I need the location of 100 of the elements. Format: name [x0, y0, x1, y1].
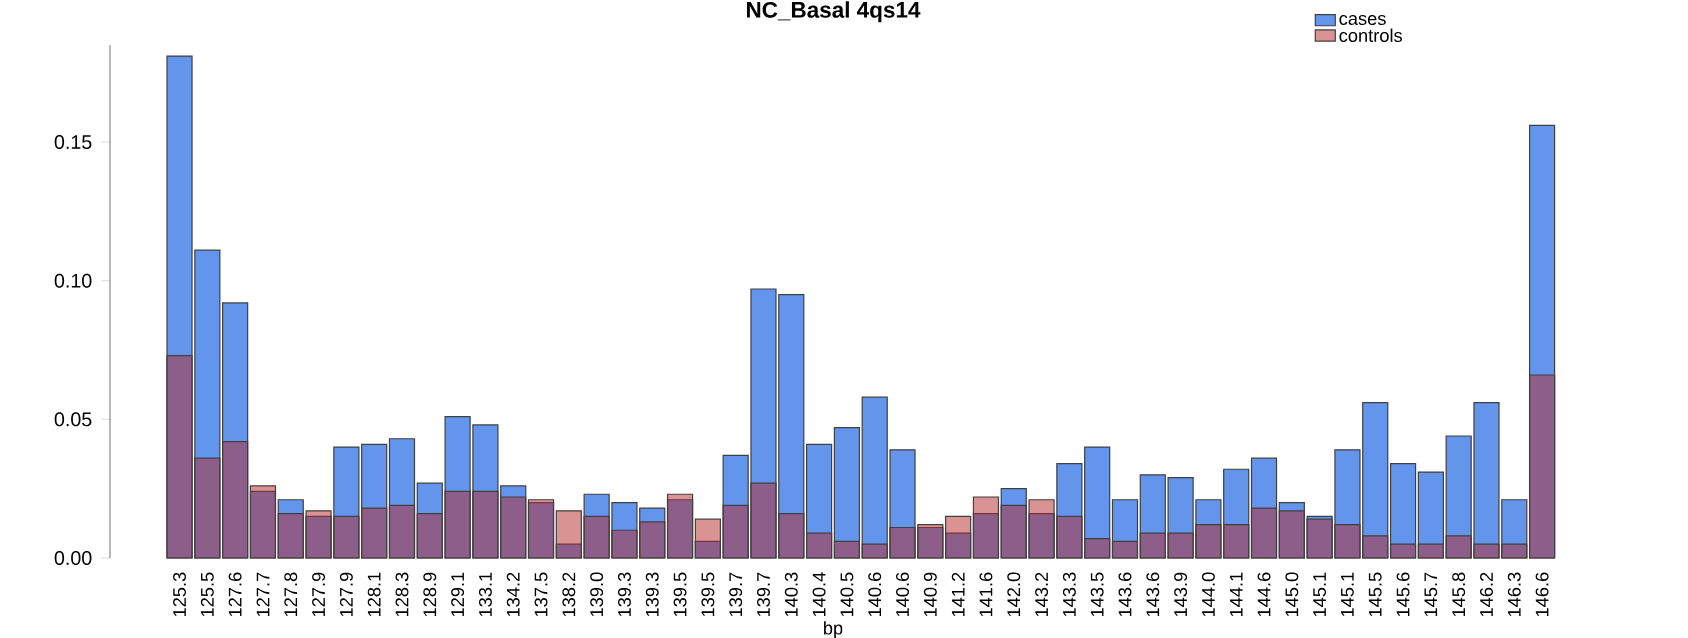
x-tick-label: 143.6 — [1118, 572, 1132, 617]
bar — [972, 513, 1000, 559]
x-tick-label: 134.2 — [506, 572, 520, 617]
x-tick-label: 138.2 — [562, 572, 576, 617]
bar — [611, 529, 638, 559]
bar — [805, 532, 833, 559]
legend-label: controls — [1339, 28, 1403, 42]
x-tick-label: 139.7 — [757, 572, 770, 617]
bar — [333, 515, 360, 559]
bar — [166, 354, 193, 559]
x-tick-label: 125.5 — [200, 572, 214, 617]
x-tick-label: 140.4 — [812, 572, 826, 617]
x-tick-label: 129.1 — [451, 572, 465, 617]
x-tick-label: 145.5 — [1368, 572, 1382, 617]
x-tick-label: 146.2 — [1480, 572, 1493, 617]
bar — [388, 504, 416, 559]
x-tick-label: 143.2 — [1035, 572, 1049, 617]
bar — [1111, 499, 1139, 559]
bar — [1501, 543, 1528, 559]
legend-label: cases — [1339, 14, 1386, 25]
bar — [694, 518, 721, 559]
x-tick-label: 143.6 — [1146, 572, 1160, 617]
x-tick-label: 145.8 — [1452, 572, 1466, 617]
bar — [1111, 540, 1139, 559]
bar — [361, 507, 388, 559]
bar — [945, 532, 972, 559]
x-tick-label: 144.1 — [1229, 572, 1243, 617]
chart-title: NC_Basal 4qs14 — [746, 1, 921, 23]
bar — [388, 438, 416, 559]
bar — [972, 496, 1000, 559]
x-tick-label: 128.3 — [395, 572, 409, 617]
x-tick-label: 140.6 — [896, 572, 909, 617]
y-tick-label: 0.15 — [54, 135, 92, 150]
bar — [472, 490, 499, 559]
x-tick-label: 144.6 — [1257, 572, 1271, 617]
x-tick-label: 139.0 — [590, 572, 604, 617]
x-tick-label: 139.3 — [645, 572, 659, 617]
x-tick-label: 143.9 — [1174, 572, 1188, 617]
bar — [1417, 543, 1444, 559]
bar — [222, 440, 249, 559]
bar — [833, 427, 861, 559]
x-tick-label: 142.0 — [1007, 572, 1021, 617]
bar — [1389, 543, 1417, 559]
bar — [277, 513, 304, 559]
bar — [1445, 535, 1472, 559]
x-tick-label: 137.5 — [534, 572, 548, 617]
bar — [861, 543, 888, 559]
bar — [1362, 535, 1389, 559]
x-tick-label: 145.1 — [1313, 572, 1327, 617]
x-tick-label: 141.6 — [979, 572, 993, 617]
bar — [889, 526, 916, 559]
bar — [1028, 499, 1055, 559]
bar — [1250, 457, 1278, 559]
x-tick-label: 127.8 — [284, 572, 298, 617]
x-tick-label: 143.3 — [1062, 572, 1076, 617]
x-tick-label: 127.9 — [339, 572, 353, 617]
x-tick-label: 127.7 — [256, 572, 270, 617]
bar — [694, 540, 721, 559]
x-tick-label: 144.0 — [1201, 572, 1215, 617]
y-tick-label: 0.10 — [54, 273, 92, 288]
bar — [1250, 507, 1278, 559]
x-tick-label: 127.6 — [228, 572, 242, 617]
x-tick-label: 133.1 — [478, 572, 492, 617]
bar — [1473, 543, 1500, 559]
bar — [1000, 504, 1027, 559]
x-tick-label: 139.3 — [617, 572, 631, 617]
bar — [722, 504, 749, 559]
x-tick-label: 140.9 — [923, 572, 937, 617]
x-tick-label: 125.3 — [173, 572, 186, 617]
bar — [1223, 524, 1250, 559]
bar — [833, 540, 861, 559]
bar — [194, 457, 221, 559]
bar — [945, 515, 972, 559]
bar — [639, 521, 666, 559]
x-tick-label: 128.9 — [423, 572, 437, 617]
x-axis-title: bp — [824, 621, 843, 638]
bar — [1167, 532, 1194, 559]
bar — [1195, 524, 1222, 559]
x-tick-label: 145.0 — [1285, 572, 1299, 617]
x-tick-label: 140.6 — [868, 572, 882, 617]
bar — [1417, 471, 1444, 559]
x-tick-label: 140.3 — [784, 572, 798, 617]
bar — [222, 302, 249, 559]
x-tick-label: 139.5 — [701, 572, 715, 617]
bar — [416, 513, 443, 559]
bar — [444, 490, 471, 559]
bar — [778, 513, 805, 559]
x-tick-label: 145.1 — [1341, 572, 1354, 617]
x-tick-label: 139.7 — [729, 572, 743, 617]
y-tick-label: 0.00 — [54, 551, 92, 565]
bar — [1334, 524, 1361, 559]
bar — [583, 515, 610, 559]
x-tick-label: 146.6 — [1535, 572, 1549, 617]
bar — [1056, 515, 1083, 559]
x-tick-label: 146.3 — [1507, 572, 1521, 617]
bar — [1528, 124, 1556, 559]
bar — [805, 443, 833, 559]
y-tick-label: 0.05 — [54, 412, 92, 427]
bar — [1389, 463, 1417, 559]
x-tick-label: 145.6 — [1396, 572, 1410, 617]
